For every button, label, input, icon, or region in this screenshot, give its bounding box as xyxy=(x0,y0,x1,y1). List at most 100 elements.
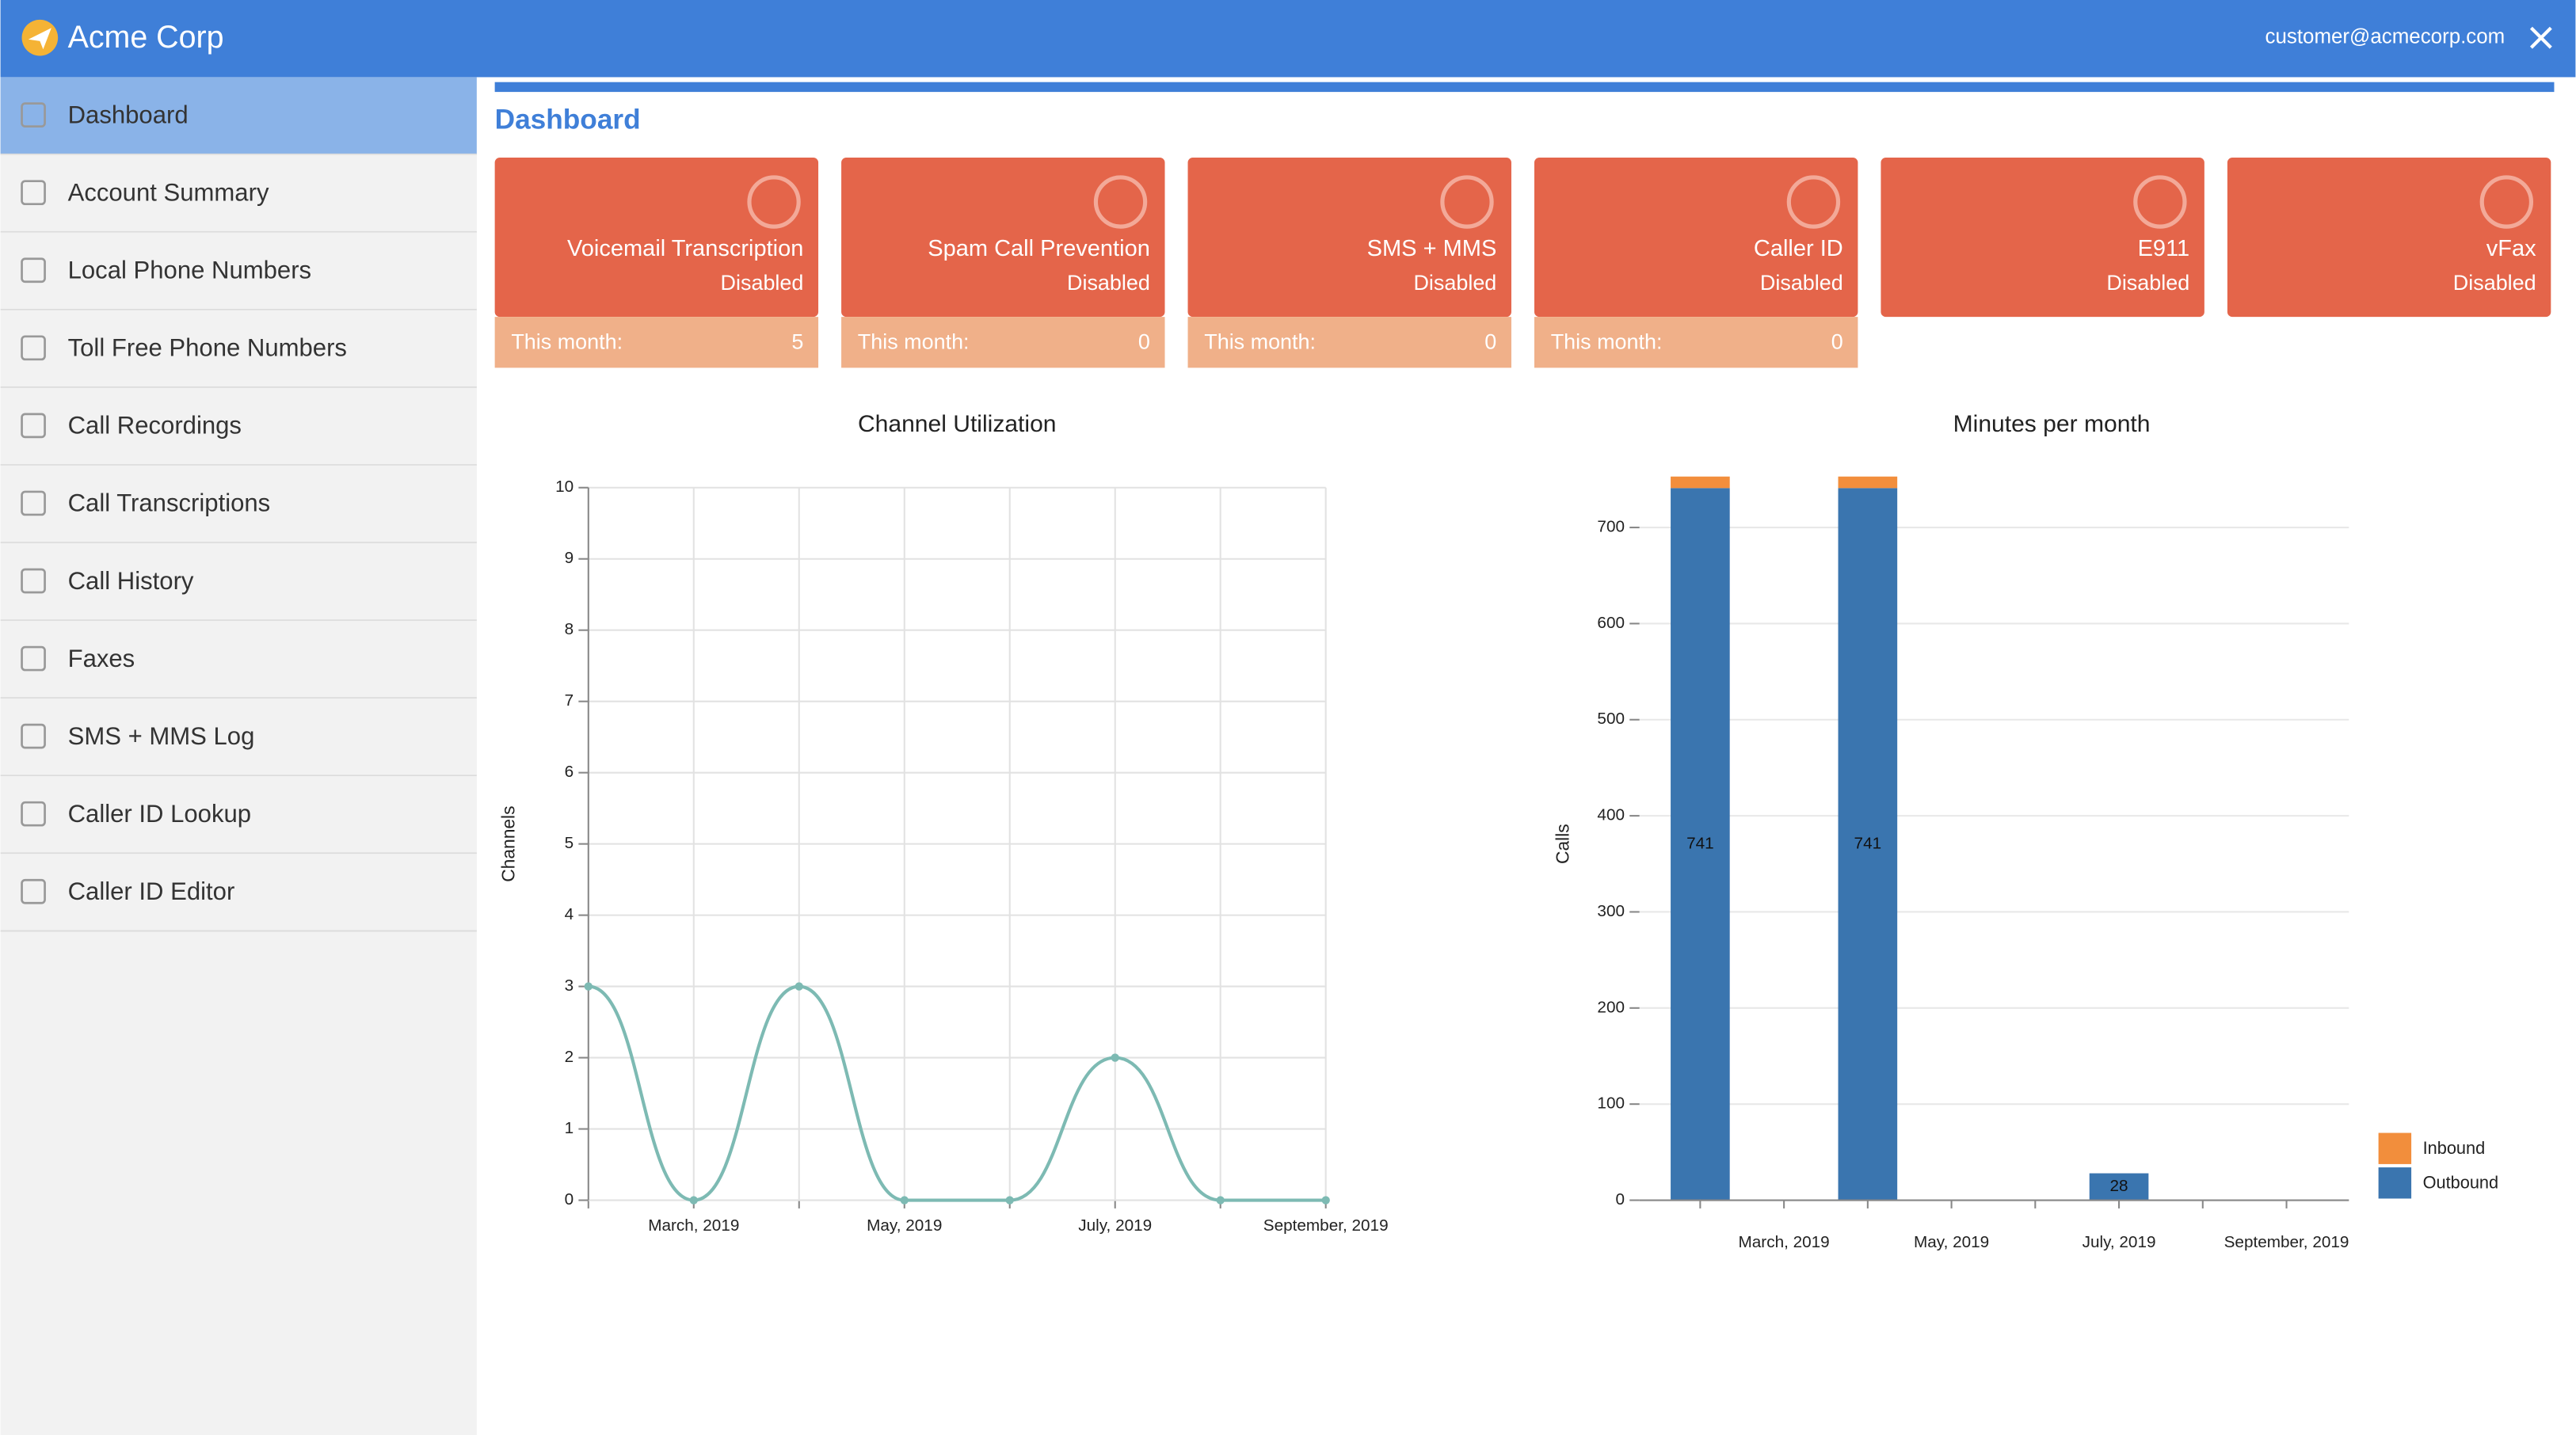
feature-card[interactable]: Caller ID Disabled This month: 0 xyxy=(1534,158,1858,368)
card-footer-label: This month: xyxy=(511,329,623,353)
menu-label: Account Summary xyxy=(68,178,269,206)
accent-bar xyxy=(494,82,2555,93)
card-body xyxy=(1187,158,1511,318)
menu-item[interactable]: SMS + MMS Log xyxy=(0,698,477,777)
card-row: Voicemail Transcription Disabled This mont… xyxy=(494,158,2551,368)
card-footer-label: This month: xyxy=(858,329,970,353)
user-email[interactable]: customer@acmecorp.com xyxy=(2265,26,2506,48)
y-tick-label: 1 xyxy=(565,1119,574,1137)
menu-item[interactable]: Caller ID Editor xyxy=(0,854,477,932)
bar-segment xyxy=(1838,488,1898,1201)
card-status: Disabled xyxy=(1413,271,1496,295)
menu-icon xyxy=(21,801,46,827)
menu-label: SMS + MMS Log xyxy=(68,722,255,750)
menu-label: Call History xyxy=(68,567,194,595)
card-icon xyxy=(2479,175,2534,229)
feature-card[interactable]: Voicemail Transcription Disabled This mont… xyxy=(494,158,819,368)
y-tick-label: 3 xyxy=(565,976,574,995)
card-footer xyxy=(494,317,819,368)
point xyxy=(795,982,803,991)
card-body xyxy=(841,158,1165,318)
y-tick-label: 300 xyxy=(1597,902,1625,920)
feature-card[interactable]: SMS + MMS Disabled This month: 0 xyxy=(1187,158,1511,368)
card-footer-value: 0 xyxy=(1484,329,1496,353)
y-tick-label: 9 xyxy=(565,549,574,567)
menu-icon xyxy=(21,180,46,206)
menu-icon xyxy=(21,645,46,672)
bar-value-label: 28 xyxy=(2110,1177,2128,1195)
point xyxy=(584,982,593,991)
feature-card[interactable]: Spam Call Prevention Disabled This month: 0 xyxy=(841,158,1165,368)
chart: Minutes per month Calls 0 100 200 300 400 500 60… xyxy=(1552,411,2498,1251)
menu-item[interactable]: Call Recordings xyxy=(0,387,477,466)
feature-card[interactable]: vFax Disabled xyxy=(2227,158,2551,318)
menu-item[interactable]: Dashboard xyxy=(0,77,477,155)
card-title: vFax xyxy=(2486,236,2536,261)
y-tick-label: 400 xyxy=(1597,806,1625,824)
card-status: Disabled xyxy=(1760,271,1843,295)
y-tick-label: 7 xyxy=(565,691,574,710)
card-icon xyxy=(1786,175,1841,229)
point xyxy=(1321,1196,1330,1205)
point xyxy=(689,1196,698,1205)
menu-icon xyxy=(21,413,46,439)
y-tick-label: 6 xyxy=(565,763,574,781)
x-tick-label: July, 2019 xyxy=(2083,1233,2156,1251)
logo-icon xyxy=(28,28,51,50)
bar-value-label: 741 xyxy=(1854,834,1882,852)
legend-swatch xyxy=(2378,1132,2412,1164)
card-icon xyxy=(1440,175,1494,229)
bar-segment xyxy=(1671,476,1730,489)
sidebar-menu: Dashboard Account Summary Local Phone Numb… xyxy=(0,77,477,932)
x-tick-label: July, 2019 xyxy=(1078,1216,1152,1235)
y-tick-label: 8 xyxy=(565,620,574,638)
menu-item[interactable]: Toll Free Phone Numbers xyxy=(0,310,477,389)
menu-item[interactable]: Faxes xyxy=(0,620,477,699)
menu-item-bg xyxy=(0,387,477,466)
card-title: E911 xyxy=(2138,236,2190,261)
y-tick-label: 200 xyxy=(1597,998,1625,1016)
feature-card[interactable]: E911 Disabled xyxy=(1881,158,2204,318)
x-tick-label: May, 2019 xyxy=(867,1216,942,1235)
y-tick-label: 500 xyxy=(1597,710,1625,728)
card-footer xyxy=(841,317,1165,368)
top-bar xyxy=(0,0,2576,78)
card-footer xyxy=(1187,317,1511,368)
y-tick-label: 700 xyxy=(1597,518,1625,536)
card-footer-value: 0 xyxy=(1138,329,1150,353)
menu-item-bg xyxy=(0,232,477,310)
menu-item-bg xyxy=(0,776,477,854)
card-title: Spam Call Prevention xyxy=(928,236,1150,261)
card-body xyxy=(2227,158,2551,318)
menu-item[interactable]: Call Transcriptions xyxy=(0,465,477,544)
card-body xyxy=(1881,158,2204,318)
bar-segment xyxy=(1838,476,1898,489)
card-title: SMS + MMS xyxy=(1367,236,1497,261)
menu-item[interactable]: Call History xyxy=(0,542,477,622)
menu-item-bg xyxy=(0,698,477,776)
y-axis-label: Calls xyxy=(1552,824,1572,864)
x-tick-label: September, 2019 xyxy=(1263,1216,1389,1235)
chart: Channel Utilization Channels March, 2019 Ma… xyxy=(497,411,1388,1235)
y-axis-label: Channels xyxy=(497,805,518,881)
point xyxy=(900,1196,909,1205)
menu-label: Call Transcriptions xyxy=(68,489,271,517)
menu-item[interactable]: Account Summary xyxy=(0,154,477,233)
card-footer-label: This month: xyxy=(1204,329,1316,353)
menu-item[interactable]: Caller ID Lookup xyxy=(0,776,477,855)
card-body xyxy=(1534,158,1858,318)
menu-item-bg xyxy=(0,77,477,154)
card-title: Voicemail Transcription xyxy=(567,236,803,261)
card-title: Caller ID xyxy=(1754,236,1843,261)
menu-item[interactable]: Local Phone Numbers xyxy=(0,232,477,311)
close-button[interactable] xyxy=(2529,26,2552,49)
menu-item-bg xyxy=(0,465,477,543)
menu-label: Local Phone Numbers xyxy=(68,257,312,284)
menu-icon xyxy=(21,102,46,128)
menu-label: Dashboard xyxy=(68,101,189,128)
menu-icon xyxy=(21,878,46,904)
menu-item-bg xyxy=(0,154,477,232)
menu-icon xyxy=(21,257,46,284)
card-status: Disabled xyxy=(2106,271,2189,295)
